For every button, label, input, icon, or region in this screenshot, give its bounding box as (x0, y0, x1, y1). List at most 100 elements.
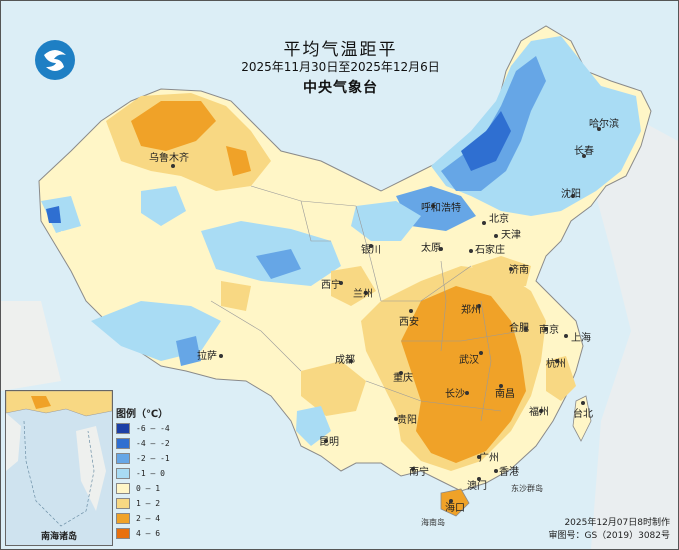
city-wuhan: 武汉 (459, 351, 483, 366)
svg-text:成都: 成都 (335, 354, 355, 366)
city-zhengzhou: 郑州 (461, 303, 481, 316)
date-range: 2025年11月30日至2025年12月6日 (241, 60, 440, 74)
city-shijiazhuang: 石家庄 (469, 243, 505, 256)
legend-label: 2 — 4 (136, 513, 161, 523)
legend-item: -6 — -4 (116, 421, 170, 435)
svg-text:呼和浩特: 呼和浩特 (421, 202, 461, 214)
svg-text:贵阳: 贵阳 (397, 413, 417, 426)
city-taipei: 台北 (573, 401, 593, 420)
city-beijing: 北京 (482, 212, 509, 225)
legend: 图例（℃） -6 — -4 -4 — -2 -2 — -1 -1 — 0 0 —… (116, 401, 196, 546)
production-time: 2025年12月07日8时制作 (564, 518, 670, 528)
city-nanning: 南宁 (409, 465, 429, 478)
map-title: 平均气温距平 (283, 40, 398, 60)
city-jinan: 济南 (509, 263, 529, 276)
svg-text:合肥: 合肥 (509, 321, 529, 334)
svg-text:太原: 太原 (421, 241, 441, 254)
city-guangzhou: 广州 (477, 452, 499, 464)
svg-text:长沙: 长沙 (445, 388, 465, 400)
city-haikou: 海口 (445, 499, 465, 514)
city-lanzhou: 兰州 (353, 287, 373, 300)
hot-region-xinjiang (131, 101, 216, 151)
label-dongsha: 东沙群岛 (511, 483, 543, 493)
city-kunming: 昆明 (319, 436, 339, 448)
svg-text:兰州: 兰州 (353, 287, 373, 300)
svg-text:济南: 济南 (509, 263, 529, 276)
svg-text:昆明: 昆明 (319, 436, 339, 448)
legend-label: -6 — -4 (136, 423, 170, 433)
city-hongkong: 香港 (494, 466, 519, 478)
legend-swatch (116, 437, 130, 449)
legend-swatch (116, 497, 130, 509)
svg-text:南宁: 南宁 (409, 465, 429, 478)
city-hohhot: 呼和浩特 (421, 202, 461, 214)
city-nanjing: 南京 (539, 323, 559, 336)
taiwan-island (572, 395, 592, 442)
svg-text:郑州: 郑州 (461, 303, 481, 316)
city-hangzhou: 杭州 (546, 357, 566, 370)
province-borders (210, 185, 522, 422)
legend-label: 0 — 1 (136, 483, 161, 493)
svg-text:南京: 南京 (539, 323, 559, 336)
legend-item: 0 — 1 (116, 481, 160, 495)
city-xian: 西安 (399, 309, 419, 328)
city-changsha: 长沙 (445, 388, 469, 400)
map-approval-number: 审图号：GS（2019）3082号 (548, 531, 671, 541)
legend-item: -2 — -1 (116, 451, 170, 465)
svg-text:南昌: 南昌 (495, 387, 515, 400)
legend-swatch (116, 527, 130, 539)
legend-label: 4 — 6 (136, 528, 161, 538)
city-macau: 澳门 (467, 477, 487, 492)
svg-text:重庆: 重庆 (393, 371, 413, 384)
hainan-island (440, 488, 470, 517)
svg-text:杭州: 杭州 (546, 357, 566, 370)
city-shanghai: 上海 (564, 331, 591, 344)
city-fuzhou: 福州 (529, 405, 549, 418)
legend-swatch (116, 422, 130, 434)
city-taiyuan: 太原 (421, 241, 443, 254)
legend-swatch (116, 512, 130, 524)
svg-text:沈阳: 沈阳 (561, 187, 581, 200)
svg-text:香港: 香港 (499, 466, 519, 478)
city-labels: 乌鲁木齐 哈尔滨 长春 沈阳 呼和浩特 北京 天津 石家庄 太原 济南 银川 西… (149, 117, 619, 527)
city-tianjin: 天津 (494, 229, 521, 241)
svg-text:天津: 天津 (501, 229, 521, 241)
cma-logo (35, 40, 75, 80)
city-hefei: 合肥 (509, 321, 529, 334)
svg-text:武汉: 武汉 (459, 353, 479, 366)
city-yinchuan: 银川 (361, 243, 381, 256)
legend-label: 1 — 2 (136, 498, 161, 508)
south-china-sea-inset: 南海诸岛 (5, 390, 113, 546)
city-chengdu: 成都 (335, 354, 355, 366)
hot-region-south (401, 286, 526, 463)
city-changchun: 长春 (574, 145, 594, 158)
city-xining: 西宁 (321, 278, 343, 291)
svg-text:澳门: 澳门 (467, 479, 487, 492)
city-shenyang: 沈阳 (561, 187, 581, 200)
legend-swatch (116, 467, 130, 479)
label-hainan: 海南岛 (421, 517, 445, 527)
legend-item: 2 — 4 (116, 511, 160, 525)
neighbor-land-west (1, 301, 61, 391)
city-guiyang: 贵阳 (394, 413, 417, 426)
svg-text:台北: 台北 (573, 407, 593, 420)
svg-text:长春: 长春 (574, 145, 594, 157)
svg-text:广州: 广州 (479, 452, 499, 464)
svg-text:上海: 上海 (571, 331, 591, 344)
svg-text:石家庄: 石家庄 (475, 243, 505, 256)
neighbor-land-east (581, 121, 678, 549)
city-harbin: 哈尔滨 (589, 117, 619, 131)
svg-text:乌鲁木齐: 乌鲁木齐 (149, 151, 189, 164)
legend-swatch (116, 452, 130, 464)
legend-swatch (116, 482, 130, 494)
svg-text:西安: 西安 (399, 315, 419, 328)
legend-item: 4 — 6 (116, 526, 160, 540)
svg-text:海口: 海口 (445, 501, 465, 514)
legend-label: -2 — -1 (136, 453, 170, 463)
city-lhasa: 拉萨 (197, 349, 223, 362)
svg-text:西宁: 西宁 (321, 278, 341, 291)
svg-text:银川: 银川 (361, 243, 381, 256)
svg-text:福州: 福州 (529, 405, 549, 418)
